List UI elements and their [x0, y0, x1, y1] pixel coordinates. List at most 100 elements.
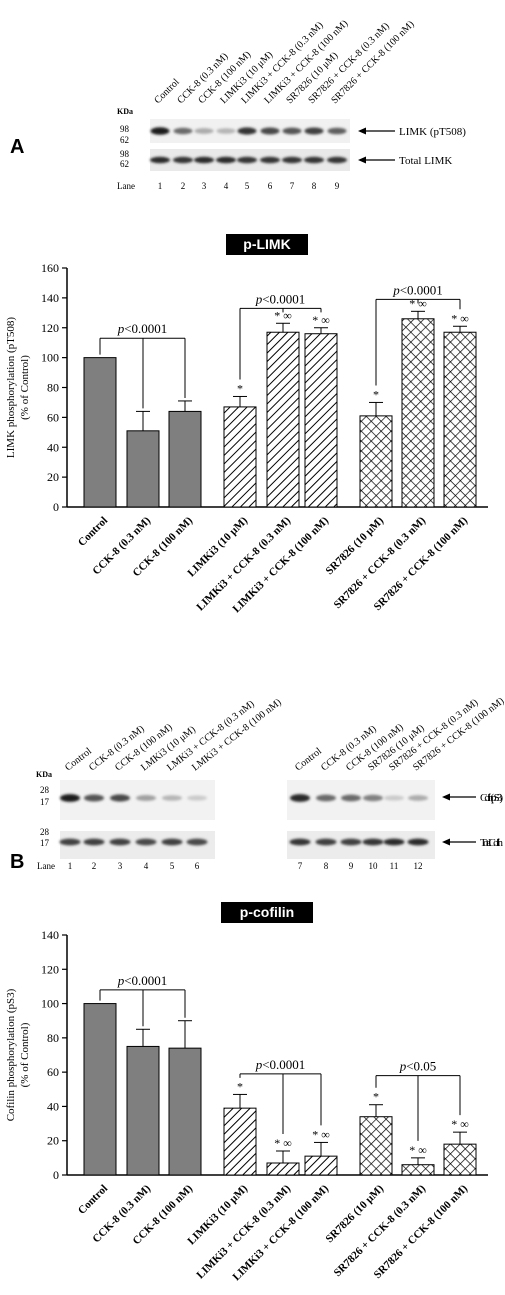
- y-tick-label: 40: [47, 440, 59, 454]
- lane-number: 4: [224, 181, 229, 191]
- significance-mark: * ∞: [409, 1143, 427, 1157]
- band-label-total-cofilin: Total Cofilin: [480, 837, 504, 849]
- chart-title: p-cofilin: [240, 904, 294, 920]
- y-axis-label: LIMK phosphorylation (pT508): [5, 317, 17, 458]
- y-tick-label: 160: [41, 261, 59, 275]
- band-total-cofilin: [315, 838, 337, 846]
- bar: [443, 1143, 477, 1176]
- band-total-cofilin: [340, 838, 362, 846]
- significance-mark: * ∞: [274, 308, 292, 322]
- bar: [401, 318, 435, 508]
- arrow-head: [442, 838, 450, 846]
- bar: [168, 1047, 202, 1176]
- band-pLIMK: [282, 127, 302, 135]
- band-total-cofilin: [83, 838, 105, 846]
- y-tick-label: 20: [47, 470, 59, 484]
- significance-mark: * ∞: [312, 1127, 330, 1141]
- band-pLIMK: [194, 128, 214, 134]
- bracket-pvalue: p<0.05: [399, 1059, 437, 1074]
- lane-number: 1: [158, 181, 163, 191]
- band-total-cofilin: [186, 838, 208, 846]
- lane-number: 5: [170, 861, 175, 871]
- lane-number: 11: [390, 861, 399, 871]
- y-tick-label: 100: [41, 351, 59, 365]
- band-total-LIMK: [150, 156, 170, 164]
- marker-28: 28: [40, 785, 50, 795]
- marker-17: 17: [40, 797, 50, 807]
- band-pCofilin: [136, 795, 156, 801]
- kda-label: KDa: [36, 770, 52, 779]
- bar: [304, 333, 338, 508]
- y-tick-label: 140: [41, 928, 59, 942]
- lane-number: 8: [312, 181, 317, 191]
- bracket-pvalue: p<0.0001: [255, 1057, 306, 1072]
- lane-number: 8: [324, 861, 329, 871]
- kda-label: KDa: [117, 107, 133, 116]
- y-tick-label: 120: [41, 962, 59, 976]
- band-pLIMK: [237, 127, 257, 135]
- marker-98: 98: [120, 124, 130, 134]
- bar: [223, 406, 257, 508]
- band-pCofilin: [341, 794, 361, 802]
- lane-number: 1: [68, 861, 73, 871]
- lane-number: 6: [268, 181, 273, 191]
- band-total-LIMK: [304, 156, 324, 164]
- marker-62: 62: [120, 159, 129, 169]
- blot-strip-bottom-left: [60, 831, 215, 859]
- y-tick-label: 140: [41, 291, 59, 305]
- y-tick-label: 80: [47, 381, 59, 395]
- band-total-cofilin: [407, 838, 429, 846]
- panel-label-b: B: [10, 851, 24, 873]
- band-total-cofilin: [383, 838, 405, 846]
- band-pLIMK: [216, 128, 236, 134]
- band-pLIMK: [150, 127, 170, 135]
- band-total-cofilin: [289, 838, 311, 846]
- band-pLIMK: [327, 127, 347, 135]
- y-axis-label: Cofilin phosphorylation (pS3): [5, 988, 17, 1121]
- lane-number: 3: [118, 861, 123, 871]
- panel-a-chart: p-LIMK 0 20 40 60 80 100 120 140 160 LIMK phosphor…: [5, 234, 488, 615]
- bracket-pvalue: p<0.0001: [255, 291, 306, 306]
- bar: [401, 1164, 435, 1176]
- significance-mark: * ∞: [312, 313, 330, 327]
- band-pCofilin: [408, 795, 428, 801]
- band-pCofilin: [363, 794, 383, 802]
- significance-mark: *: [237, 381, 243, 395]
- arrow-head: [358, 156, 366, 164]
- category-label: Control: [76, 1183, 110, 1217]
- significance-mark: * ∞: [451, 1117, 469, 1131]
- band-pCofilin: [290, 794, 310, 802]
- band-pCofilin: [384, 795, 404, 801]
- band-total-cofilin: [161, 838, 183, 846]
- band-total-cofilin: [109, 838, 131, 846]
- arrow-head: [358, 127, 366, 135]
- band-total-cofilin: [59, 838, 81, 846]
- band-total-LIMK: [327, 156, 347, 164]
- band-total-LIMK: [282, 156, 302, 164]
- lane-number: 9: [335, 181, 340, 191]
- band-total-LIMK: [173, 156, 193, 164]
- lane-header: Control: [293, 746, 324, 774]
- lane-label: Lane: [117, 181, 135, 191]
- bracket-pvalue: p<0.0001: [392, 282, 443, 297]
- significance-mark: *: [373, 387, 379, 401]
- bracket-pvalue: p<0.0001: [117, 321, 168, 336]
- bar: [168, 410, 202, 508]
- lane-number: 5: [245, 181, 250, 191]
- bar: [359, 415, 393, 508]
- significance-mark: *: [237, 1079, 243, 1093]
- lane-number: 3: [202, 181, 207, 191]
- chart-title: p-LIMK: [243, 236, 290, 252]
- category-label: Control: [76, 515, 110, 549]
- band-label-total-LIMK: Total LIMK: [399, 155, 452, 167]
- bar: [266, 1162, 300, 1176]
- significance-mark: * ∞: [451, 311, 469, 325]
- y-tick-label: 80: [47, 1031, 59, 1045]
- band-pLIMK: [260, 127, 280, 135]
- significance-mark: *: [373, 1090, 379, 1104]
- band-pCofilin: [162, 795, 182, 801]
- lane-number: 9: [349, 861, 354, 871]
- y-tick-label: 40: [47, 1099, 59, 1113]
